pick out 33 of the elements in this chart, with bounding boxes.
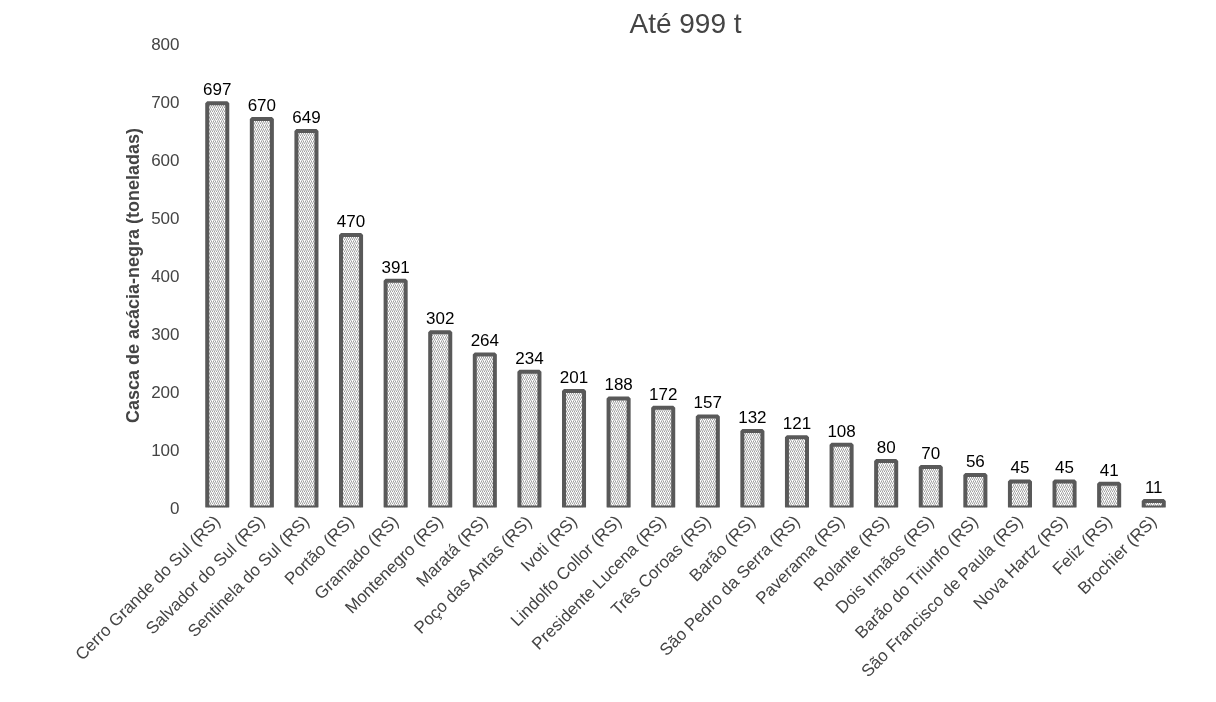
- data-label: 188: [604, 375, 633, 395]
- data-label: 132: [738, 407, 767, 427]
- data-label: 670: [247, 95, 277, 115]
- data-label: 121: [782, 414, 812, 434]
- data-label: 201: [559, 367, 589, 387]
- data-label: 80: [876, 438, 896, 458]
- data-label: 56: [965, 452, 985, 472]
- data-label: 697: [203, 80, 232, 100]
- data-label: 264: [470, 331, 500, 351]
- y-tick-label: 500: [151, 208, 180, 228]
- data-label: 470: [336, 211, 366, 231]
- y-tick-label: 200: [151, 382, 180, 402]
- data-label: 391: [381, 257, 410, 277]
- data-label: 70: [921, 443, 941, 463]
- data-label: 649: [292, 108, 321, 128]
- y-tick-label: 600: [151, 150, 180, 170]
- data-label: 45: [1055, 458, 1075, 478]
- y-axis-title: Casca de acácia-negra (toneladas): [123, 127, 144, 424]
- y-tick-label: 800: [151, 34, 180, 54]
- y-tick-label: 700: [151, 92, 180, 112]
- chart-title: Até 999 t: [629, 7, 742, 39]
- y-tick-label: 0: [170, 498, 180, 518]
- y-tick-label: 300: [151, 324, 180, 344]
- data-label: 172: [649, 384, 678, 404]
- y-tick-label: 400: [151, 266, 180, 286]
- data-label: 45: [1010, 458, 1030, 478]
- data-label: 157: [693, 393, 722, 413]
- data-label: 234: [515, 348, 544, 368]
- data-label: 302: [426, 309, 455, 329]
- data-label: 41: [1099, 460, 1119, 480]
- data-label: 11: [1144, 478, 1163, 498]
- data-label: 108: [827, 421, 856, 441]
- y-tick-label: 100: [151, 440, 180, 460]
